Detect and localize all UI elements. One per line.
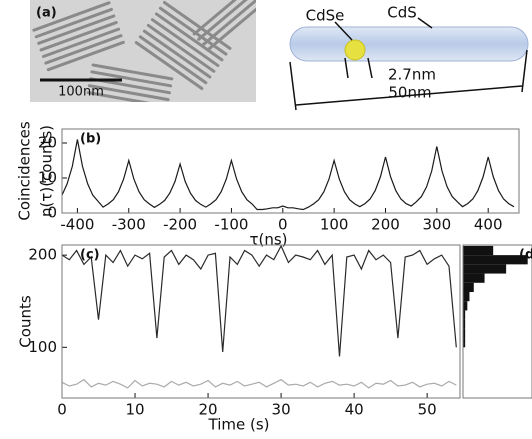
- y-tick-label: 10: [38, 169, 57, 187]
- shell-label: CdS: [387, 4, 417, 22]
- plot-frame: [61, 244, 461, 399]
- x-tick-label: 30: [272, 401, 291, 419]
- histogram-bar: [463, 292, 470, 302]
- y-axis-label: n(τ)(counts): [38, 125, 56, 217]
- y-tick-label: 20: [38, 134, 57, 152]
- plot-frame: [61, 128, 520, 214]
- y-axis-label: Coincidences: [16, 121, 34, 220]
- length-label: 50nm: [388, 84, 431, 102]
- x-tick-label: 0: [278, 216, 288, 234]
- x-tick-label: 400: [474, 216, 503, 234]
- x-tick-label: 200: [371, 216, 400, 234]
- histogram-bar: [463, 328, 466, 339]
- x-tick-label: 50: [418, 401, 437, 419]
- scale-bar-label: 100nm: [58, 85, 104, 100]
- data-line: [62, 139, 515, 211]
- plot-frame: [462, 244, 532, 399]
- x-tick-label: 300: [423, 216, 452, 234]
- histogram-bar: [463, 310, 466, 320]
- x-axis-label: Time (s): [208, 416, 270, 434]
- panel-label: (b): [80, 132, 101, 147]
- histogram-bar: [463, 245, 494, 256]
- y-tick-label: 0: [47, 204, 57, 222]
- x-tick-label: -400: [60, 216, 94, 234]
- x-tick-label: -200: [163, 216, 197, 234]
- x-tick-label: 0: [57, 401, 67, 419]
- y-axis-label: Counts: [17, 295, 35, 348]
- histogram-bar: [463, 255, 528, 265]
- y-tick-label: 200: [28, 246, 57, 264]
- x-tick-label: 100: [320, 216, 349, 234]
- histogram-bar: [463, 273, 485, 283]
- x-tick-label: -100: [214, 216, 248, 234]
- x-tick-label: 10: [125, 401, 144, 419]
- core-size-label: 2.7nm: [388, 66, 436, 84]
- x-tick-label: 20: [199, 401, 218, 419]
- x-axis-label: τ(ns): [249, 231, 287, 249]
- tem-image: [30, 0, 256, 102]
- data-line: [62, 245, 457, 357]
- y-tick-label: 100: [28, 338, 57, 356]
- panel-label: (d): [519, 248, 532, 263]
- x-tick-label: -300: [112, 216, 146, 234]
- histogram-bar: [463, 301, 468, 311]
- panel-label: (c): [80, 248, 100, 263]
- histogram-bar: [463, 264, 507, 274]
- x-tick-label: 40: [345, 401, 364, 419]
- core-label: CdSe: [306, 7, 345, 25]
- histogram-bar: [463, 338, 466, 348]
- panel-label: (a): [36, 6, 57, 21]
- nanorod-schematic: [289, 17, 529, 111]
- data-line: [62, 378, 457, 389]
- histogram-bar: [463, 282, 474, 293]
- histogram-bar: [463, 319, 466, 329]
